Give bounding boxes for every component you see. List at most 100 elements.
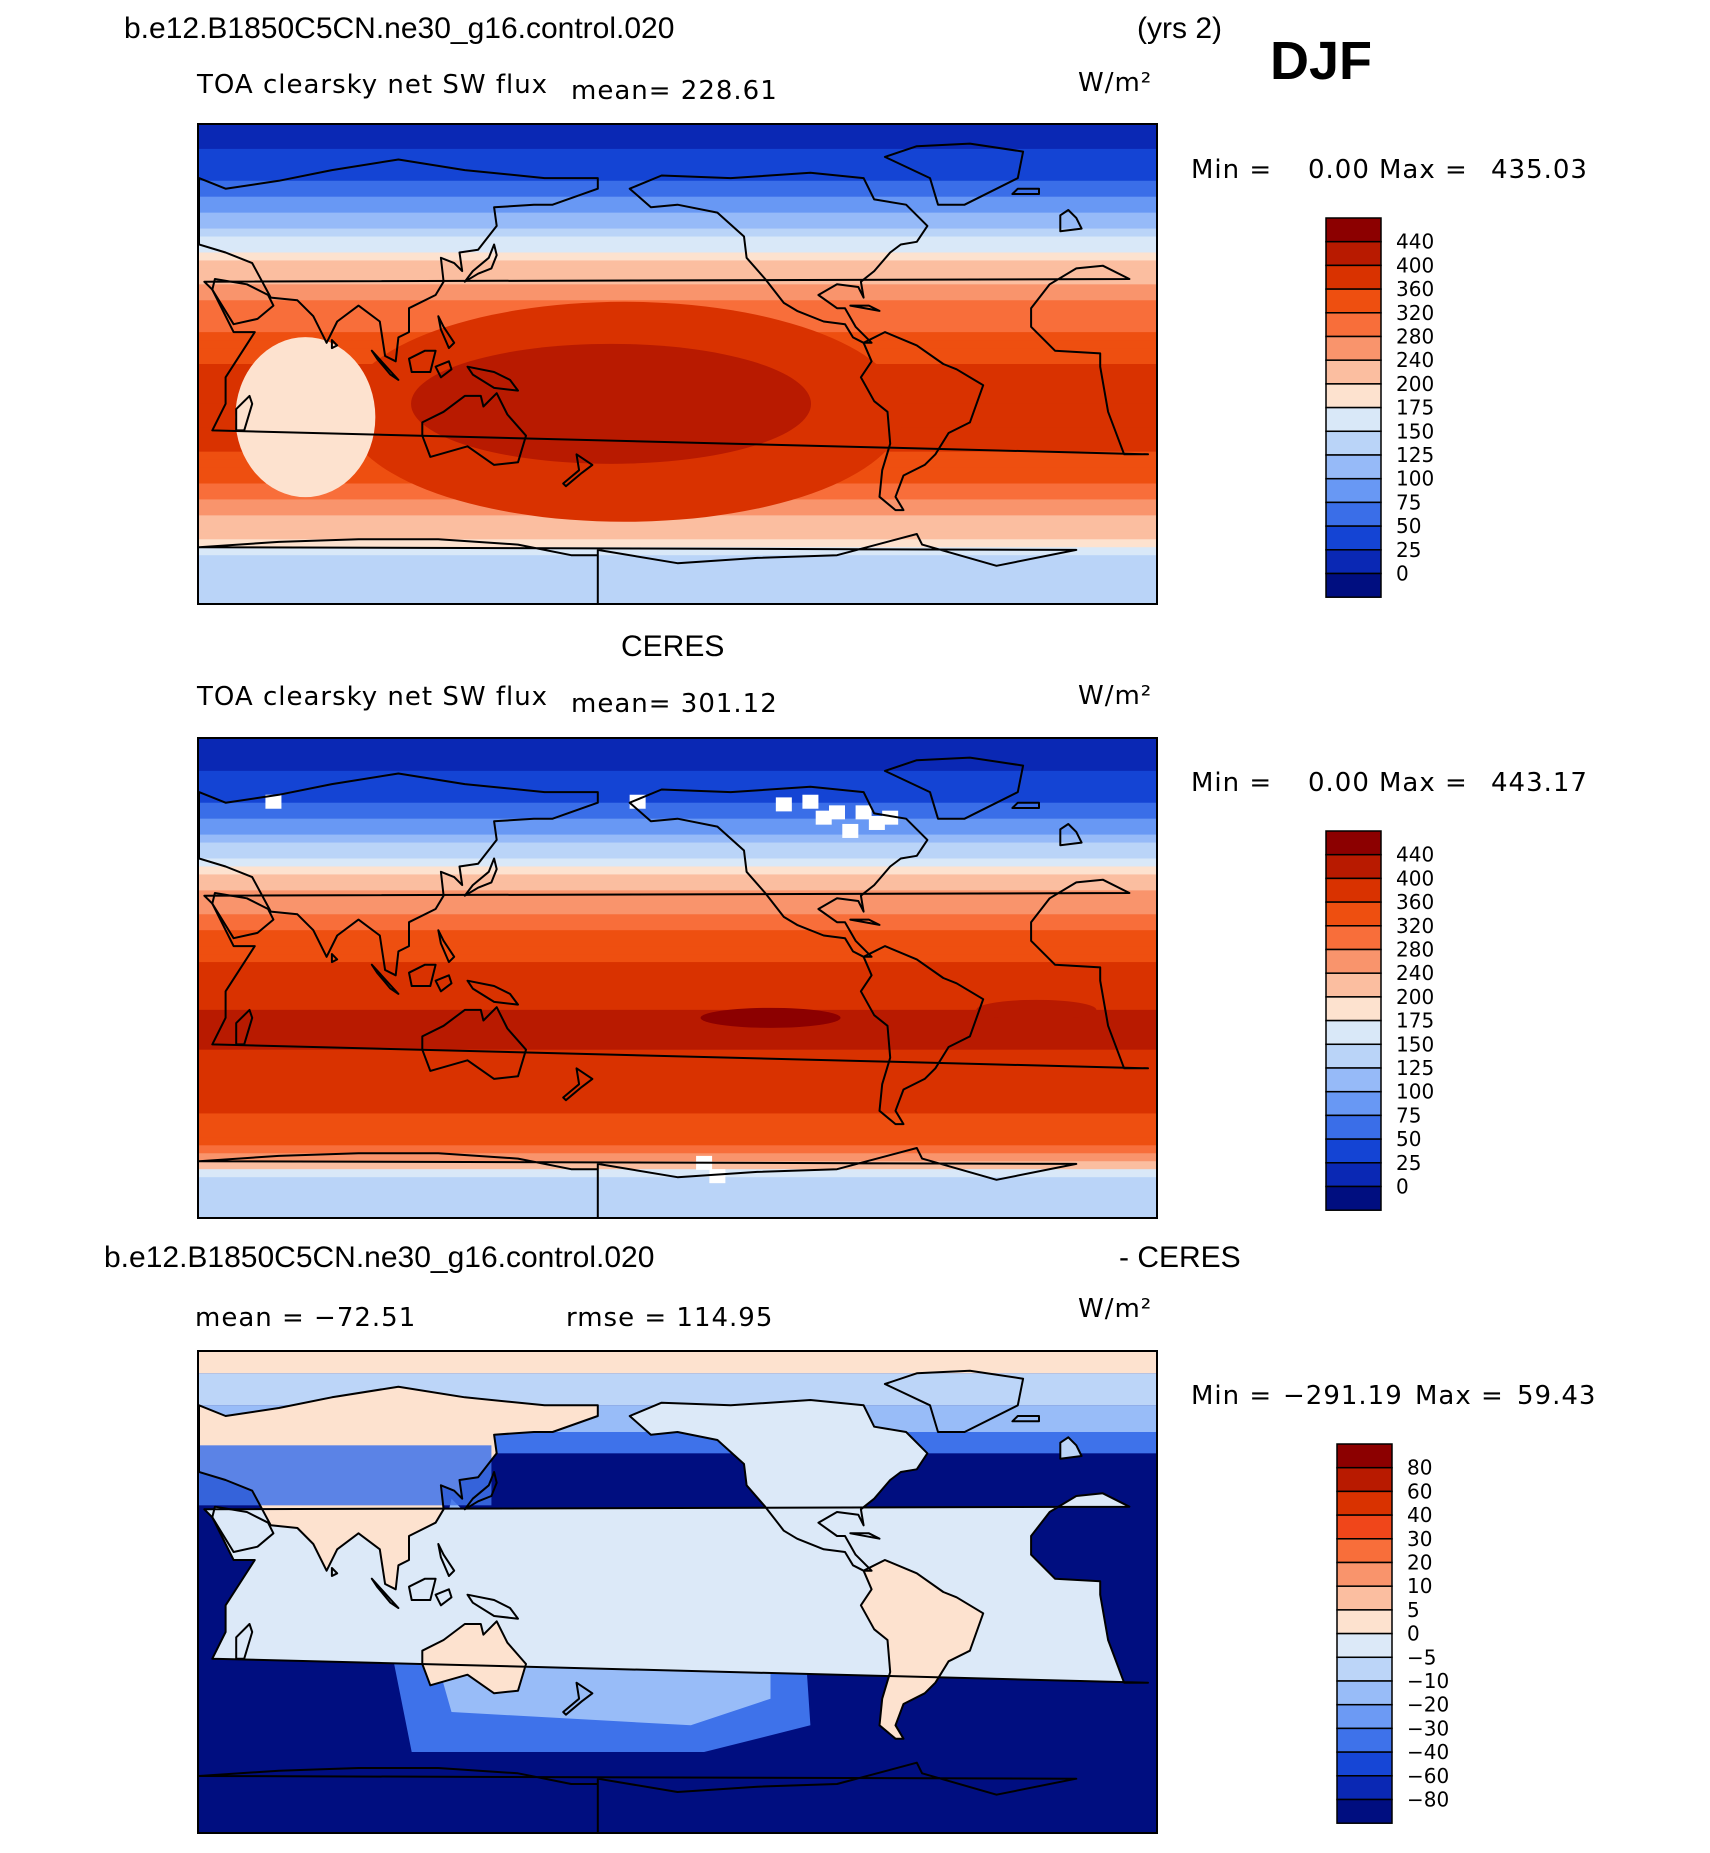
colorbar1-tick-11: 75 [1396,490,1421,514]
colorbar1-tick-7: 175 [1396,396,1434,420]
colorbar3-tick-0: 80 [1407,1456,1432,1480]
colorbar3-tick-3: 30 [1407,1527,1432,1551]
panel2-missing-9 [882,810,899,825]
panel2-units: W/m² [1078,681,1153,711]
colorbar1-tick-2: 360 [1396,277,1434,301]
panel1-coast-8 [466,365,519,392]
panel2-band-3 [199,762,1156,772]
panel2-band-43 [199,1081,1156,1091]
colorbar1-swatch-15 [1325,572,1382,598]
panel2-band-25 [199,938,1156,948]
colorbar3-swatch-11 [1336,1703,1393,1730]
panel2-missing-4 [829,805,845,820]
panel1-coast-2 [199,158,599,363]
panel2-band-6 [199,786,1156,796]
panel3-coast-17 [1011,1415,1040,1423]
panel3-coast-4 [463,1471,498,1511]
colorbar1-tick-4: 280 [1396,325,1434,349]
panel3-max-label: Max = [1415,1381,1504,1411]
panel1-coast-1 [235,394,254,432]
colorbar3-swatch-4 [1336,1538,1393,1564]
panel2-band-59 [199,1209,1156,1217]
colorbar3-tick-2: 40 [1407,1503,1432,1527]
panel2-missing-3 [802,794,819,809]
panel3-units: W/m² [1078,1294,1153,1324]
panel2-pacific-max [700,1007,841,1028]
panel2-band-38 [199,1041,1156,1051]
panel1-band-49 [199,515,1156,525]
panel2-band-21 [199,906,1156,916]
panel3-map [197,1350,1158,1834]
panel2-coast-1 [235,1008,254,1046]
panel3-coast-11 [562,1681,594,1716]
panel1-band-11 [199,212,1156,222]
panel2-colorbar: 440 400 360 320 280 240 200 175 150 125 100 75 50 25 0 [1325,830,1465,1213]
panel2-coast-18 [330,953,339,964]
panel3-coast-9 [437,1543,456,1577]
panel2-coast-10 [421,1006,527,1080]
colorbar1-tick-13: 25 [1396,538,1421,562]
colorbar2-tick-4: 280 [1396,938,1434,962]
panel2-missing-5 [868,815,885,830]
panel2-band-51 [199,1145,1156,1155]
panel1-band-55 [199,563,1156,573]
colorbar2-tick-5: 240 [1396,961,1434,985]
panel2-coast-9 [437,929,456,964]
panel3-case: b.e12.B1850C5CN.ne30_g16.control.020 [104,1241,655,1274]
colorbar2-swatch-8 [1325,1019,1382,1046]
panel1-band-15 [199,244,1156,254]
panel3-coast-1 [235,1623,254,1660]
panel3-coast-19 [849,1532,881,1540]
colorbar1-swatch-1 [1325,240,1382,267]
panel3-rmse: rmse = 114.95 [566,1303,774,1333]
panel3-min-label: Min = [1191,1381,1273,1411]
colorbar1-tick-6: 200 [1396,372,1434,396]
colorbar1-swatch-14 [1325,549,1382,575]
colorbar3-swatch-3 [1336,1514,1393,1540]
colorbar3-swatch-8 [1336,1632,1393,1659]
panel1-coast-19 [849,304,881,312]
colorbar1-tick-3: 320 [1396,301,1434,325]
colorbar1-swatch-6 [1325,359,1382,385]
colorbar2-swatch-1 [1325,853,1382,880]
panel1-band-58 [199,587,1156,597]
panel2-band-30 [199,978,1156,987]
panel2-missing-8 [815,810,832,825]
panel1-band-12 [199,220,1156,230]
panel2-band-52 [199,1153,1156,1163]
panel1-band-2 [199,140,1156,150]
panel2-band-37 [199,1033,1156,1043]
panel1-band-0 [199,125,1156,134]
panel2-header: CERES [621,630,725,663]
panel2-band-32 [199,993,1156,1003]
panel2-band-55 [199,1177,1156,1187]
panel1-band-21 [199,292,1156,302]
panel2-max-value: 443.17 [1491,768,1588,798]
colorbar3-tick-5: 10 [1407,1574,1432,1598]
panel3-land-4 [629,1400,928,1571]
panel2-band-45 [199,1097,1156,1107]
colorbar2-tick-10: 100 [1396,1080,1434,1104]
panel3-coast-18 [330,1567,339,1577]
colorbar2-swatch-0 [1325,830,1382,856]
panel2-band-29 [199,970,1156,979]
panel2-missing-7 [842,823,859,838]
panel2-mean: mean= 301.12 [571,689,778,719]
colorbar2-swatch-9 [1325,1043,1382,1069]
panel2-band-58 [199,1201,1156,1211]
panel3-coast-3 [211,1505,275,1553]
colorbar1-swatch-8 [1325,406,1382,433]
panel2-atlantic-max [976,999,1097,1020]
panel2-band-33 [199,1001,1156,1011]
colorbar1-tick-8: 150 [1396,419,1434,443]
colorbar2-swatch-3 [1325,901,1382,927]
colorbar3-swatch-2 [1336,1490,1393,1516]
panel2-band-34 [199,1009,1156,1019]
colorbar3-tick-8: −5 [1407,1645,1436,1669]
panel2-coast-3 [211,892,275,940]
colorbar3-tick-14: −80 [1407,1788,1449,1812]
panel1-max-value: 435.03 [1491,155,1588,185]
panel2-missing-2 [775,797,792,812]
panel2-band-18 [199,882,1156,892]
panel1-band-14 [199,236,1156,246]
